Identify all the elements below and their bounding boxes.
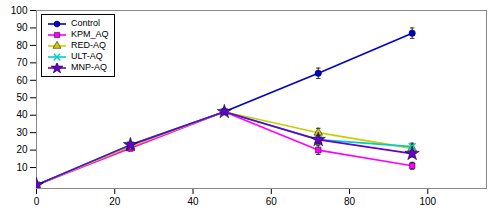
- svg-text:60: 60: [16, 75, 28, 86]
- svg-text:40: 40: [16, 109, 28, 120]
- html-text:ULT-AQ: ULT-AQ: [71, 51, 103, 61]
- html-text:RED-AQ: RED-AQ: [71, 40, 106, 50]
- html-text:KPM_AQ: KPM_AQ: [71, 29, 109, 39]
- svg-text:90: 90: [16, 22, 28, 33]
- html-text:Control: Control: [71, 18, 100, 28]
- svg-text:70: 70: [16, 57, 28, 68]
- svg-text:0: 0: [34, 196, 40, 207]
- svg-text:100: 100: [11, 5, 28, 16]
- svg-text:80: 80: [344, 196, 356, 207]
- svg-text:40: 40: [187, 196, 199, 207]
- svg-text:20: 20: [16, 144, 28, 155]
- svg-text:60: 60: [266, 196, 278, 207]
- svg-text:10: 10: [16, 162, 28, 173]
- svg-text:100: 100: [419, 196, 436, 207]
- svg-text:50: 50: [16, 92, 28, 103]
- svg-text:80: 80: [16, 40, 28, 51]
- html-text:MNP-AQ: MNP-AQ: [71, 62, 107, 72]
- svg-text:30: 30: [16, 127, 28, 138]
- svg-text:20: 20: [109, 196, 121, 207]
